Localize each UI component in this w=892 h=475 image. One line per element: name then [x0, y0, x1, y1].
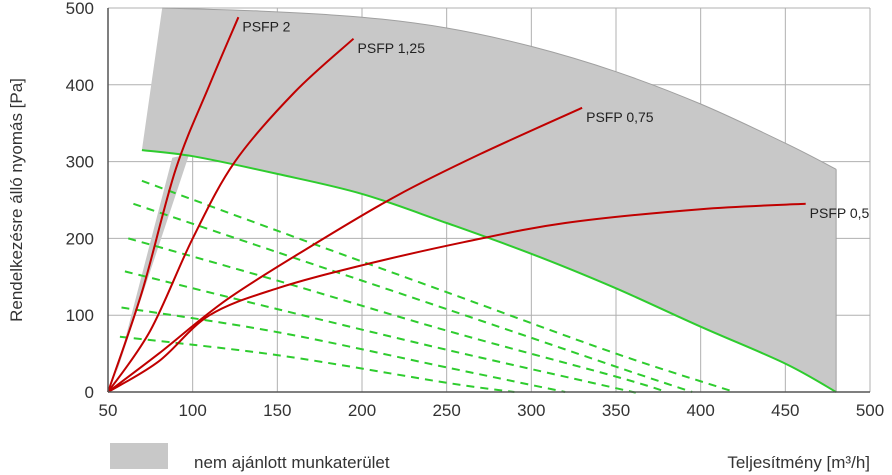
x-tick-label-1: 100 — [178, 401, 206, 420]
dashed-line-2 — [128, 237, 668, 393]
psfp-line-0 — [107, 16, 240, 393]
x-tick-label-8: 450 — [771, 401, 799, 420]
y-axis-label: Rendelkezésre álló nyomás [Pa] — [7, 78, 26, 322]
max-curve-layer — [141, 149, 837, 393]
dashed-line-5 — [119, 335, 515, 393]
psfp-line-1 — [107, 37, 355, 393]
y-tick-label-3: 300 — [66, 153, 94, 172]
y-tick-label-5: 500 — [66, 0, 94, 18]
psfp-label-2: PSFP 0,75 — [586, 109, 654, 125]
series-layer — [107, 16, 806, 393]
x-tick-label-4: 250 — [432, 401, 460, 420]
legend: nem ajánlott munkaterület — [110, 443, 390, 472]
y-tick-label-1: 100 — [66, 306, 94, 325]
max-curve — [141, 149, 837, 393]
dashed-lines-layer — [119, 179, 735, 394]
legend-label: nem ajánlott munkaterület — [194, 453, 390, 472]
axes-layer — [107, 8, 870, 393]
legend-swatch — [110, 443, 168, 469]
psfp-label-3: PSFP 0,5 — [810, 205, 870, 221]
region-top-edge — [162, 7, 837, 170]
x-tick-label-3: 200 — [348, 401, 376, 420]
x-tick-label-9: 500 — [856, 401, 884, 420]
region-layer — [111, 7, 837, 392]
psfp-line-2 — [107, 106, 583, 393]
x-tick-label-5: 300 — [517, 401, 545, 420]
dashed-line-4 — [121, 306, 566, 393]
psfp-line-3 — [107, 202, 806, 393]
x-tick-label-0: 50 — [99, 401, 118, 420]
x-axis-label: Teljesítmény [m³/h] — [727, 453, 870, 472]
dashed-line-3 — [124, 270, 637, 394]
dashed-line-0 — [141, 179, 735, 393]
x-tick-label-2: 150 — [263, 401, 291, 420]
x-tick-label-7: 400 — [686, 401, 714, 420]
y-tick-label-2: 200 — [66, 229, 94, 248]
series-labels-layer: PSFP 2 PSFP 1,25 PSFP 0,75 PSFP 0,5 — [242, 19, 869, 222]
x-tick-label-6: 350 — [602, 401, 630, 420]
not-recommended-region — [141, 8, 837, 392]
tick-labels-layer: 50 100 150 200 250 300 350 400 450 500 0 100 200 300 4… — [66, 0, 885, 420]
y-tick-label-4: 400 — [66, 76, 94, 95]
y-tick-label-0: 0 — [85, 383, 94, 402]
psfp-label-0: PSFP 2 — [242, 19, 290, 35]
psfp-label-1: PSFP 1,25 — [358, 40, 426, 56]
